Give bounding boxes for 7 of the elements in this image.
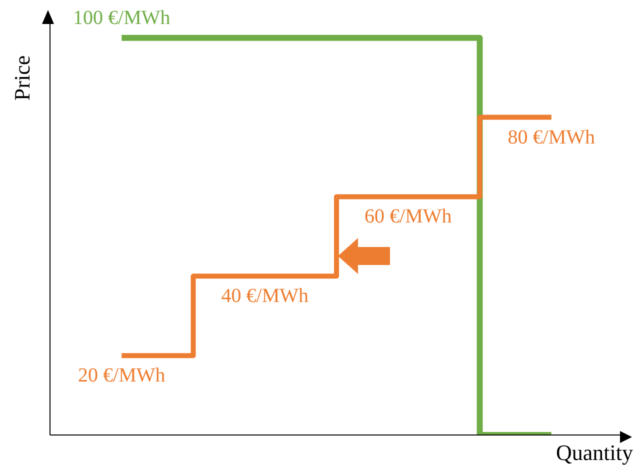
- data-label: 80 €/MWh: [508, 126, 595, 148]
- x-axis-title: Quantity: [556, 440, 633, 466]
- data-label: 20 €/MWh: [78, 364, 166, 387]
- data-label: 60 €/MWh: [364, 206, 452, 228]
- y-axis-title: Price: [10, 55, 36, 101]
- data-label: 100 €/MWh: [73, 6, 170, 29]
- data-label: 40 €/MWh: [221, 285, 308, 308]
